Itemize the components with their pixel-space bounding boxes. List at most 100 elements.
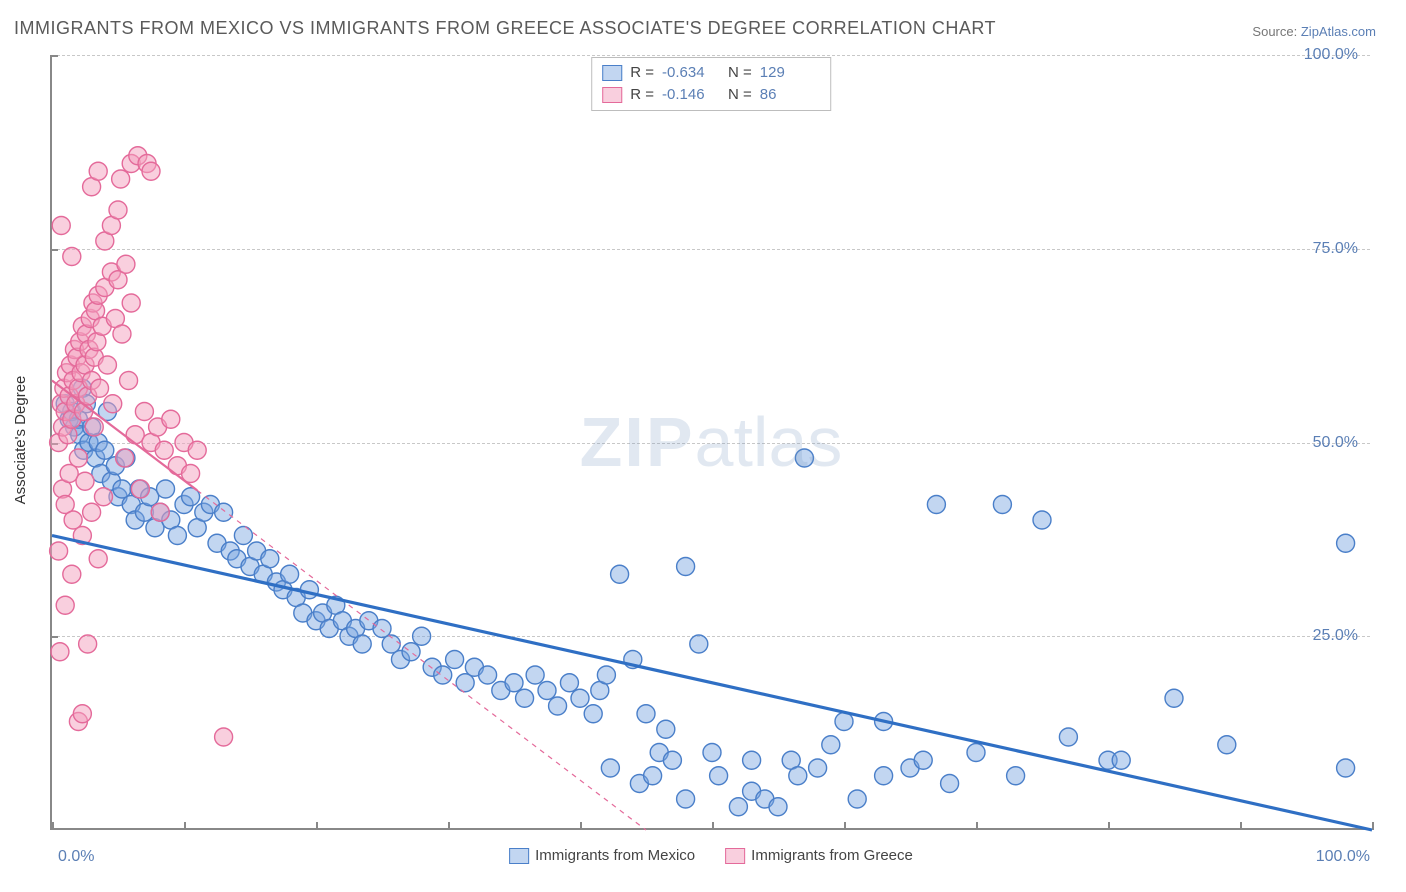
scatter-point-greece (83, 503, 101, 521)
scatter-point-mexico (657, 720, 675, 738)
legend-swatch-mexico (509, 848, 529, 864)
x-tick (1372, 822, 1374, 830)
scatter-point-greece (76, 472, 94, 490)
scatter-point-greece (120, 372, 138, 390)
scatter-point-greece (162, 410, 180, 428)
scatter-point-mexico (993, 496, 1011, 514)
scatter-point-greece (215, 728, 233, 746)
scatter-point-mexico (215, 503, 233, 521)
scatter-point-mexico (157, 480, 175, 498)
scatter-point-mexico (1059, 728, 1077, 746)
scatter-point-greece (188, 441, 206, 459)
scatter-point-mexico (1165, 689, 1183, 707)
scatter-point-greece (51, 643, 69, 661)
scatter-point-mexico (663, 751, 681, 769)
scatter-point-greece (116, 449, 134, 467)
scatter-point-mexico (353, 635, 371, 653)
scatter-point-greece (112, 170, 130, 188)
scatter-point-mexico (769, 798, 787, 816)
legend-r-label: R = (630, 84, 654, 106)
source-link[interactable]: ZipAtlas.com (1301, 24, 1376, 39)
scatter-point-greece (117, 255, 135, 273)
scatter-point-mexico (1033, 511, 1051, 529)
legend-item-mexico: Immigrants from Mexico (509, 847, 695, 864)
y-axis-title: Associate's Degree (12, 376, 29, 505)
scatter-point-mexico (743, 751, 761, 769)
legend-swatch-mexico (602, 65, 622, 81)
scatter-point-mexico (446, 651, 464, 669)
scatter-point-greece (63, 248, 81, 266)
scatter-point-mexico (168, 527, 186, 545)
scatter-point-mexico (505, 674, 523, 692)
scatter-point-greece (79, 635, 97, 653)
scatter-point-mexico (927, 496, 945, 514)
source-label: Source: (1252, 24, 1297, 39)
scatter-point-greece (113, 325, 131, 343)
scatter-point-mexico (795, 449, 813, 467)
scatter-point-mexico (677, 558, 695, 576)
scatter-point-mexico (571, 689, 589, 707)
scatter-point-greece (91, 379, 109, 397)
legend-swatch-greece (725, 848, 745, 864)
scatter-point-mexico (848, 790, 866, 808)
scatter-point-mexico (729, 798, 747, 816)
trend-line-mexico (52, 536, 1372, 831)
scatter-point-greece (69, 449, 87, 467)
legend-n-label: N = (728, 84, 752, 106)
source-attribution: Source: ZipAtlas.com (1252, 24, 1376, 39)
scatter-point-mexico (809, 759, 827, 777)
scatter-point-mexico (538, 682, 556, 700)
scatter-point-greece (50, 542, 68, 560)
scatter-point-mexico (1112, 751, 1130, 769)
legend-row-mexico: R = -0.634 N = 129 (602, 62, 818, 84)
scatter-point-greece (73, 705, 91, 723)
legend-n-greece: 86 (760, 84, 818, 106)
scatter-point-mexico (601, 759, 619, 777)
scatter-point-mexico (281, 565, 299, 583)
x-axis-label-max: 100.0% (1316, 848, 1370, 866)
scatter-point-mexico (914, 751, 932, 769)
scatter-point-mexico (875, 767, 893, 785)
scatter-point-mexico (96, 441, 114, 459)
trend-line-greece-extrapolated (197, 490, 646, 830)
scatter-point-greece (52, 217, 70, 235)
scatter-point-mexico (234, 527, 252, 545)
scatter-point-mexico (516, 689, 534, 707)
scatter-point-greece (63, 565, 81, 583)
scatter-point-mexico (434, 666, 452, 684)
scatter-point-mexico (677, 790, 695, 808)
scatter-point-greece (89, 162, 107, 180)
scatter-point-mexico (710, 767, 728, 785)
legend-label-greece: Immigrants from Greece (751, 847, 913, 864)
scatter-point-mexico (690, 635, 708, 653)
scatter-point-greece (94, 488, 112, 506)
scatter-point-greece (151, 503, 169, 521)
scatter-point-mexico (402, 643, 420, 661)
legend-row-greece: R = -0.146 N = 86 (602, 84, 818, 106)
legend-r-label: R = (630, 62, 654, 84)
scatter-point-greece (89, 550, 107, 568)
scatter-point-mexico (822, 736, 840, 754)
scatter-point-greece (109, 201, 127, 219)
scatter-point-greece (142, 162, 160, 180)
scatter-point-mexico (967, 744, 985, 762)
scatter-point-mexico (637, 705, 655, 723)
scatter-point-mexico (261, 550, 279, 568)
scatter-point-mexico (644, 767, 662, 785)
scatter-point-mexico (611, 565, 629, 583)
scatter-point-greece (155, 441, 173, 459)
scatter-point-mexico (789, 767, 807, 785)
scatter-point-greece (104, 395, 122, 413)
scatter-point-greece (122, 294, 140, 312)
legend-r-greece: -0.146 (662, 84, 720, 106)
scatter-point-mexico (1337, 534, 1355, 552)
legend-label-mexico: Immigrants from Mexico (535, 847, 695, 864)
scatter-point-mexico (413, 627, 431, 645)
plot-area: ZIPatlas 25.0%50.0%75.0%100.0% R = -0.63… (50, 55, 1370, 830)
scatter-point-greece (98, 356, 116, 374)
scatter-point-greece (85, 418, 103, 436)
scatter-point-mexico (1218, 736, 1236, 754)
scatter-point-mexico (1337, 759, 1355, 777)
scatter-point-greece (135, 403, 153, 421)
scatter-point-mexico (479, 666, 497, 684)
